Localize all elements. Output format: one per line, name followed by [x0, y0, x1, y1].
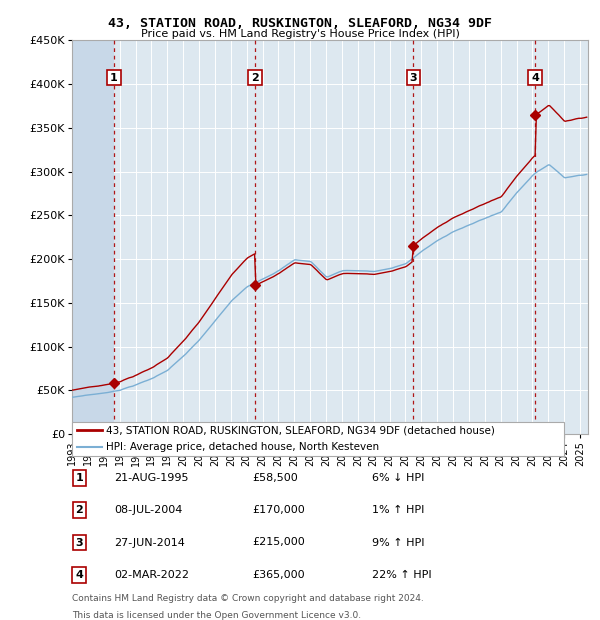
Text: Contains HM Land Registry data © Crown copyright and database right 2024.: Contains HM Land Registry data © Crown c… — [72, 594, 424, 603]
Text: £170,000: £170,000 — [252, 505, 305, 515]
Text: 6% ↓ HPI: 6% ↓ HPI — [372, 473, 424, 483]
Text: HPI: Average price, detached house, North Kesteven: HPI: Average price, detached house, Nort… — [106, 442, 380, 452]
Text: 4: 4 — [531, 73, 539, 82]
Text: 1: 1 — [110, 73, 118, 82]
Text: £215,000: £215,000 — [252, 538, 305, 547]
Bar — [72, 40, 114, 434]
Text: 22% ↑ HPI: 22% ↑ HPI — [372, 570, 431, 580]
Text: This data is licensed under the Open Government Licence v3.0.: This data is licensed under the Open Gov… — [72, 611, 361, 620]
Text: Price paid vs. HM Land Registry's House Price Index (HPI): Price paid vs. HM Land Registry's House … — [140, 29, 460, 38]
Text: 02-MAR-2022: 02-MAR-2022 — [114, 570, 189, 580]
Text: 43, STATION ROAD, RUSKINGTON, SLEAFORD, NG34 9DF (detached house): 43, STATION ROAD, RUSKINGTON, SLEAFORD, … — [106, 425, 496, 435]
Text: £58,500: £58,500 — [252, 473, 298, 483]
FancyBboxPatch shape — [72, 422, 564, 456]
Text: 08-JUL-2004: 08-JUL-2004 — [114, 505, 182, 515]
Text: 27-JUN-2014: 27-JUN-2014 — [114, 538, 185, 547]
Text: 1% ↑ HPI: 1% ↑ HPI — [372, 505, 424, 515]
Text: 4: 4 — [75, 570, 83, 580]
Text: 9% ↑ HPI: 9% ↑ HPI — [372, 538, 425, 547]
Text: 2: 2 — [251, 73, 259, 82]
Text: 2: 2 — [76, 505, 83, 515]
Text: 43, STATION ROAD, RUSKINGTON, SLEAFORD, NG34 9DF: 43, STATION ROAD, RUSKINGTON, SLEAFORD, … — [108, 17, 492, 30]
Text: 1: 1 — [76, 473, 83, 483]
Text: £365,000: £365,000 — [252, 570, 305, 580]
Text: 3: 3 — [409, 73, 417, 82]
Text: 3: 3 — [76, 538, 83, 547]
Text: 21-AUG-1995: 21-AUG-1995 — [114, 473, 188, 483]
